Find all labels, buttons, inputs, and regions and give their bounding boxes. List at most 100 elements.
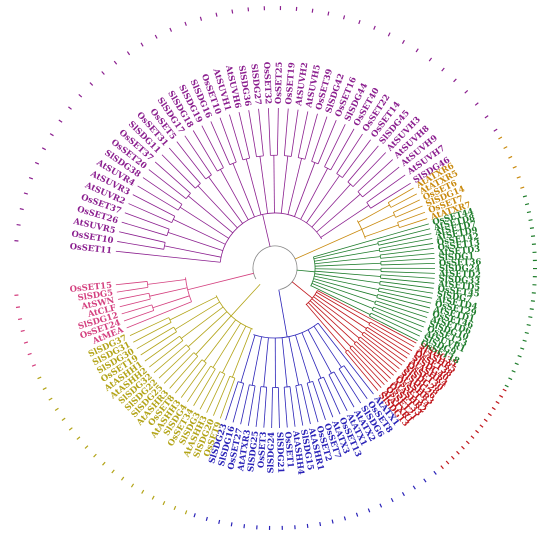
clade-branch bbox=[306, 175, 340, 224]
leaf-branch bbox=[347, 349, 382, 388]
leaf-branch bbox=[370, 312, 420, 337]
clade-branch bbox=[314, 249, 380, 262]
ring-tick bbox=[61, 417, 66, 421]
leaf-branch bbox=[144, 335, 180, 362]
cluster-stem bbox=[296, 269, 315, 273]
clade-arc bbox=[237, 381, 244, 384]
clade-branch bbox=[308, 302, 352, 348]
ring-tick bbox=[327, 11, 330, 16]
ring-tick bbox=[499, 394, 504, 398]
clade-branch bbox=[307, 329, 332, 374]
clade-branch bbox=[208, 176, 243, 224]
ring-tick bbox=[529, 308, 534, 310]
ring-tick bbox=[456, 450, 460, 455]
clade-branch bbox=[147, 279, 186, 285]
clade-arc bbox=[324, 166, 331, 171]
leaf-branch bbox=[137, 185, 179, 211]
leaf-label: OsSET36 bbox=[439, 256, 482, 267]
leaf-branch bbox=[352, 152, 387, 187]
clade-branch bbox=[195, 315, 232, 355]
clade-branch bbox=[152, 295, 190, 309]
leaf-branch bbox=[371, 319, 417, 344]
ring-tick bbox=[445, 460, 450, 465]
clade-arc bbox=[338, 365, 345, 370]
cluster-arc bbox=[219, 212, 322, 263]
leaf-label: OsSET11 bbox=[69, 241, 112, 255]
ring-tick bbox=[358, 20, 361, 25]
clade-branch bbox=[280, 155, 289, 214]
clade-branch bbox=[311, 298, 360, 339]
ring-tick bbox=[522, 195, 528, 198]
clade-arc bbox=[256, 155, 264, 158]
ring-tick bbox=[49, 133, 54, 137]
leaf-branch bbox=[133, 322, 172, 343]
cluster-stem bbox=[278, 289, 288, 338]
cluster-arc bbox=[310, 256, 316, 287]
ring-tick bbox=[483, 418, 488, 422]
clade-branch bbox=[294, 162, 316, 217]
ring-tick bbox=[42, 387, 47, 391]
leaf-branch bbox=[353, 343, 391, 379]
clade-branch bbox=[314, 256, 381, 265]
leaf-branch bbox=[365, 329, 408, 359]
leaf-branch bbox=[372, 309, 422, 332]
ring-tick bbox=[520, 347, 525, 350]
clade-arc bbox=[217, 167, 224, 172]
ring-tick bbox=[511, 369, 516, 373]
ring-tick bbox=[102, 461, 106, 466]
leaf-branch bbox=[355, 341, 394, 376]
clade-branch bbox=[222, 325, 247, 374]
ring-tick bbox=[23, 192, 28, 195]
ring-tick bbox=[113, 60, 118, 65]
clade-arc bbox=[179, 336, 184, 341]
leaf-branch bbox=[359, 336, 400, 370]
leaf-branch bbox=[395, 205, 423, 218]
leaf-branch bbox=[351, 345, 388, 382]
ring-tick bbox=[17, 318, 23, 321]
leaf-branch bbox=[368, 324, 413, 352]
ring-tick bbox=[68, 106, 72, 110]
leaf-branch bbox=[117, 241, 164, 250]
leaf-branch bbox=[295, 385, 304, 426]
leaf-branch bbox=[121, 221, 168, 237]
clade-branch bbox=[281, 337, 288, 387]
leaf-branch bbox=[229, 114, 244, 161]
leaf-label: AtSETD3 bbox=[437, 244, 481, 258]
leaf-branch bbox=[380, 252, 435, 259]
cluster-stem bbox=[294, 228, 362, 260]
leaf-branch bbox=[136, 326, 174, 350]
leaf-branch bbox=[247, 385, 256, 426]
ring-tick bbox=[343, 516, 347, 521]
leaf-branch bbox=[184, 135, 212, 176]
ring-tick bbox=[120, 476, 125, 481]
ring-tick bbox=[493, 128, 498, 132]
clade-arc bbox=[284, 386, 291, 388]
leaf-branch bbox=[345, 351, 379, 391]
leaf-branch bbox=[255, 386, 262, 427]
cluster-stem bbox=[291, 281, 313, 299]
clade-branch bbox=[314, 268, 381, 271]
clade-branch bbox=[314, 273, 380, 284]
clade-branch bbox=[295, 334, 311, 383]
leaf-branch bbox=[271, 387, 273, 428]
ring-tick bbox=[508, 155, 513, 159]
leaf-branch bbox=[380, 247, 434, 256]
clade-arc bbox=[284, 155, 292, 157]
ring-tick bbox=[529, 227, 534, 229]
clade-arc bbox=[185, 193, 191, 199]
leaf-branch bbox=[153, 344, 187, 374]
leaf-branch bbox=[219, 117, 237, 163]
cluster-arc bbox=[356, 220, 366, 239]
ring-tick bbox=[387, 32, 391, 37]
leaf-branch bbox=[115, 250, 163, 257]
clade-branch bbox=[287, 158, 302, 215]
clade-branch bbox=[313, 325, 342, 368]
clade-arc bbox=[260, 386, 267, 388]
leaf-branch bbox=[161, 154, 196, 189]
ring-tick bbox=[93, 453, 97, 458]
cluster-stem bbox=[187, 272, 254, 291]
clade-branch bbox=[220, 169, 249, 221]
ring-tick bbox=[412, 485, 416, 490]
leaf-branch bbox=[363, 331, 405, 363]
clade-branch bbox=[212, 322, 241, 368]
